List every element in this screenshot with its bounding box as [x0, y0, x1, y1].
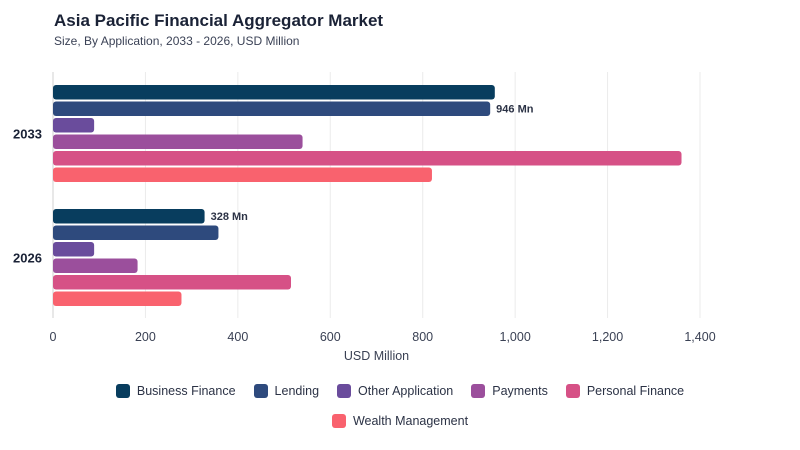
legend-swatch	[471, 384, 486, 398]
x-tick-label: 600	[320, 330, 341, 344]
legend-swatch	[115, 384, 130, 398]
legend-row: Wealth Management	[0, 414, 800, 428]
bar-wealth-management-2026	[53, 291, 182, 306]
bar-wealth-management-2033	[53, 167, 432, 182]
legend-item-business-finance: Business Finance	[115, 384, 236, 398]
x-tick-label: 0	[50, 330, 57, 344]
bar-lending-2026	[53, 225, 219, 240]
x-tick-label: 400	[227, 330, 248, 344]
legend-item-payments: Payments	[471, 384, 548, 398]
bar-other-application-2026	[53, 242, 95, 257]
legend-label: Business Finance	[136, 384, 236, 398]
legend-item-wealth-management: Wealth Management	[331, 414, 469, 428]
bar-business-finance-2033	[53, 85, 495, 100]
x-tick-label: 1,000	[500, 330, 531, 344]
legend-swatch	[565, 384, 580, 398]
x-tick-label: 200	[135, 330, 156, 344]
legend-row: Business Finance Lending Other Application…	[0, 384, 800, 398]
bar-other-application-2033	[53, 118, 95, 133]
legend-label: Payments	[492, 384, 548, 398]
bar-chart: 0 200 400 600 800 1,000 1,200 1,400 USD Million 2…	[13, 72, 716, 363]
bar-payments-2033	[53, 134, 303, 149]
data-label: 328 Mn	[211, 211, 249, 223]
legend-label: Other Application	[358, 384, 454, 398]
bar-business-finance-2026	[53, 209, 205, 224]
legend-label: Wealth Management	[352, 414, 469, 428]
legend-item-other-application: Other Application	[337, 384, 453, 398]
legend-item-lending: Lending	[253, 384, 320, 398]
category-label: 2033	[13, 127, 42, 142]
x-tick-label: 800	[412, 330, 433, 344]
legend-swatch	[337, 384, 352, 398]
chart-subtitle: Size, By Application, 2033 - 2026, USD M…	[54, 34, 300, 48]
legend-label: Lending	[274, 384, 320, 398]
legend-swatch	[253, 384, 268, 398]
data-label: 946 Mn	[496, 104, 534, 116]
x-tick-label: 1,200	[592, 330, 623, 344]
legend-item-personal-finance: Personal Finance	[565, 384, 685, 398]
bar-payments-2026	[53, 258, 138, 273]
bar-personal-finance-2026	[53, 275, 292, 290]
x-tick-label: 1,400	[684, 330, 715, 344]
x-axis-label: USD Million	[344, 349, 409, 363]
bar-personal-finance-2033	[53, 151, 682, 166]
chart-title: Asia Pacific Financial Aggregator Market	[54, 11, 384, 30]
bar-lending-2033	[53, 101, 491, 116]
category-label: 2026	[13, 251, 42, 266]
legend-swatch	[331, 414, 346, 428]
legend-label: Personal Finance	[586, 384, 685, 398]
